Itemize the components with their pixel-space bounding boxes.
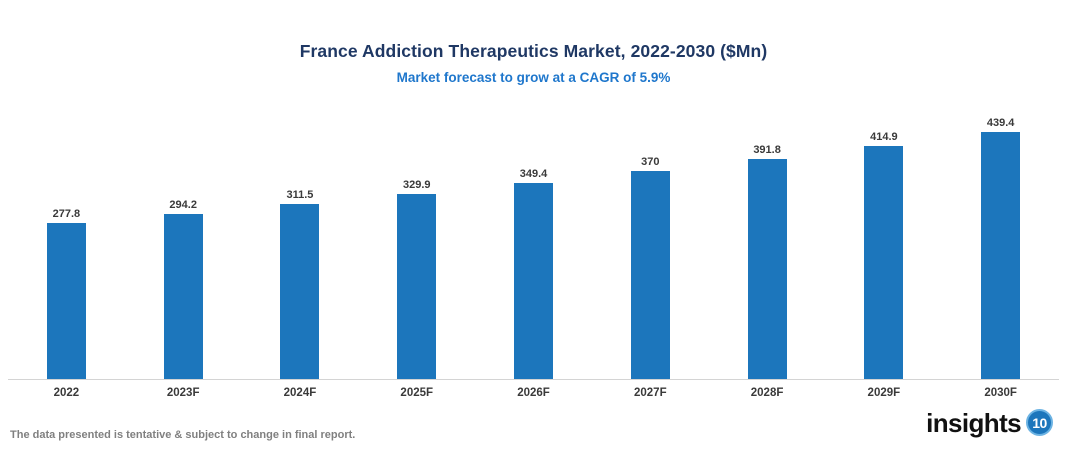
bar-group: 294.2: [125, 110, 242, 380]
x-axis-tick-label: 2023F: [166, 387, 200, 399]
x-axis-category-labels: 2022 2023F 2024F 2025F 2026F 2027F 2028F 2029F 2…: [0, 381, 1067, 403]
logo-wordmark: insights: [926, 407, 1021, 438]
chart-title: France Addiction Therapeutics Market, 20…: [299, 41, 768, 61]
bar-value-label: 277.8: [52, 208, 81, 220]
bar[interactable]: [747, 159, 787, 380]
plot-area: 277.8 294.2 311.5 329.9 349.4 370 391.8 414.9 43…: [0, 110, 1067, 380]
bar-group: 439.4: [942, 110, 1059, 380]
bar[interactable]: [46, 223, 86, 380]
chart-subtitle: Market forecast to grow at a CAGR of 5.9…: [396, 70, 671, 85]
logo-badge-icon: 10: [1026, 409, 1053, 436]
bar[interactable]: [514, 183, 554, 380]
x-axis-tick-label: 2029F: [867, 387, 901, 399]
bar-value-label: 391.8: [753, 144, 781, 156]
bar[interactable]: [397, 194, 437, 380]
x-axis-tick-label: 2028F: [750, 387, 784, 399]
x-axis-tick-label: 2027F: [633, 387, 667, 399]
bar-group: 370: [592, 110, 709, 380]
bar-value-label: 439.4: [986, 117, 1015, 129]
x-axis-tick-label: 2024F: [283, 387, 317, 399]
bar-value-label: 370: [641, 156, 660, 168]
bar-group: 329.9: [358, 110, 475, 380]
x-axis-tick-label: 2026F: [517, 387, 550, 399]
bar[interactable]: [163, 214, 203, 380]
bar-group: 349.4: [475, 110, 592, 380]
bar-group: 311.5: [242, 110, 359, 380]
bar-value-label: 294.2: [169, 199, 197, 211]
bar-series: 277.8 294.2 311.5 329.9 349.4 370 391.8 414.9 43…: [0, 110, 1067, 380]
insights10-logo: insights 10: [926, 409, 1053, 436]
x-axis-tick-label: 2030F: [984, 387, 1017, 399]
x-axis-tick-label: 2022: [53, 387, 80, 399]
bar[interactable]: [280, 204, 320, 380]
bar[interactable]: [630, 171, 670, 380]
disclaimer-note: The data presented is tentative & subjec…: [10, 429, 356, 441]
bar[interactable]: [864, 146, 904, 380]
bar-group: 277.8: [8, 110, 125, 380]
bar-value-label: 329.9: [402, 179, 431, 191]
bar-value-label: 311.5: [286, 189, 314, 201]
x-axis-tick-label: 2025F: [400, 387, 434, 399]
bar-value-label: 414.9: [870, 131, 898, 143]
bar-value-label: 349.4: [519, 168, 548, 180]
x-axis-line: [8, 379, 1059, 380]
bar-group: 414.9: [825, 110, 942, 380]
title-block: France Addiction Therapeutics Market, 20…: [0, 40, 1067, 86]
bar-group: 391.8: [709, 110, 826, 380]
bar[interactable]: [981, 132, 1021, 380]
